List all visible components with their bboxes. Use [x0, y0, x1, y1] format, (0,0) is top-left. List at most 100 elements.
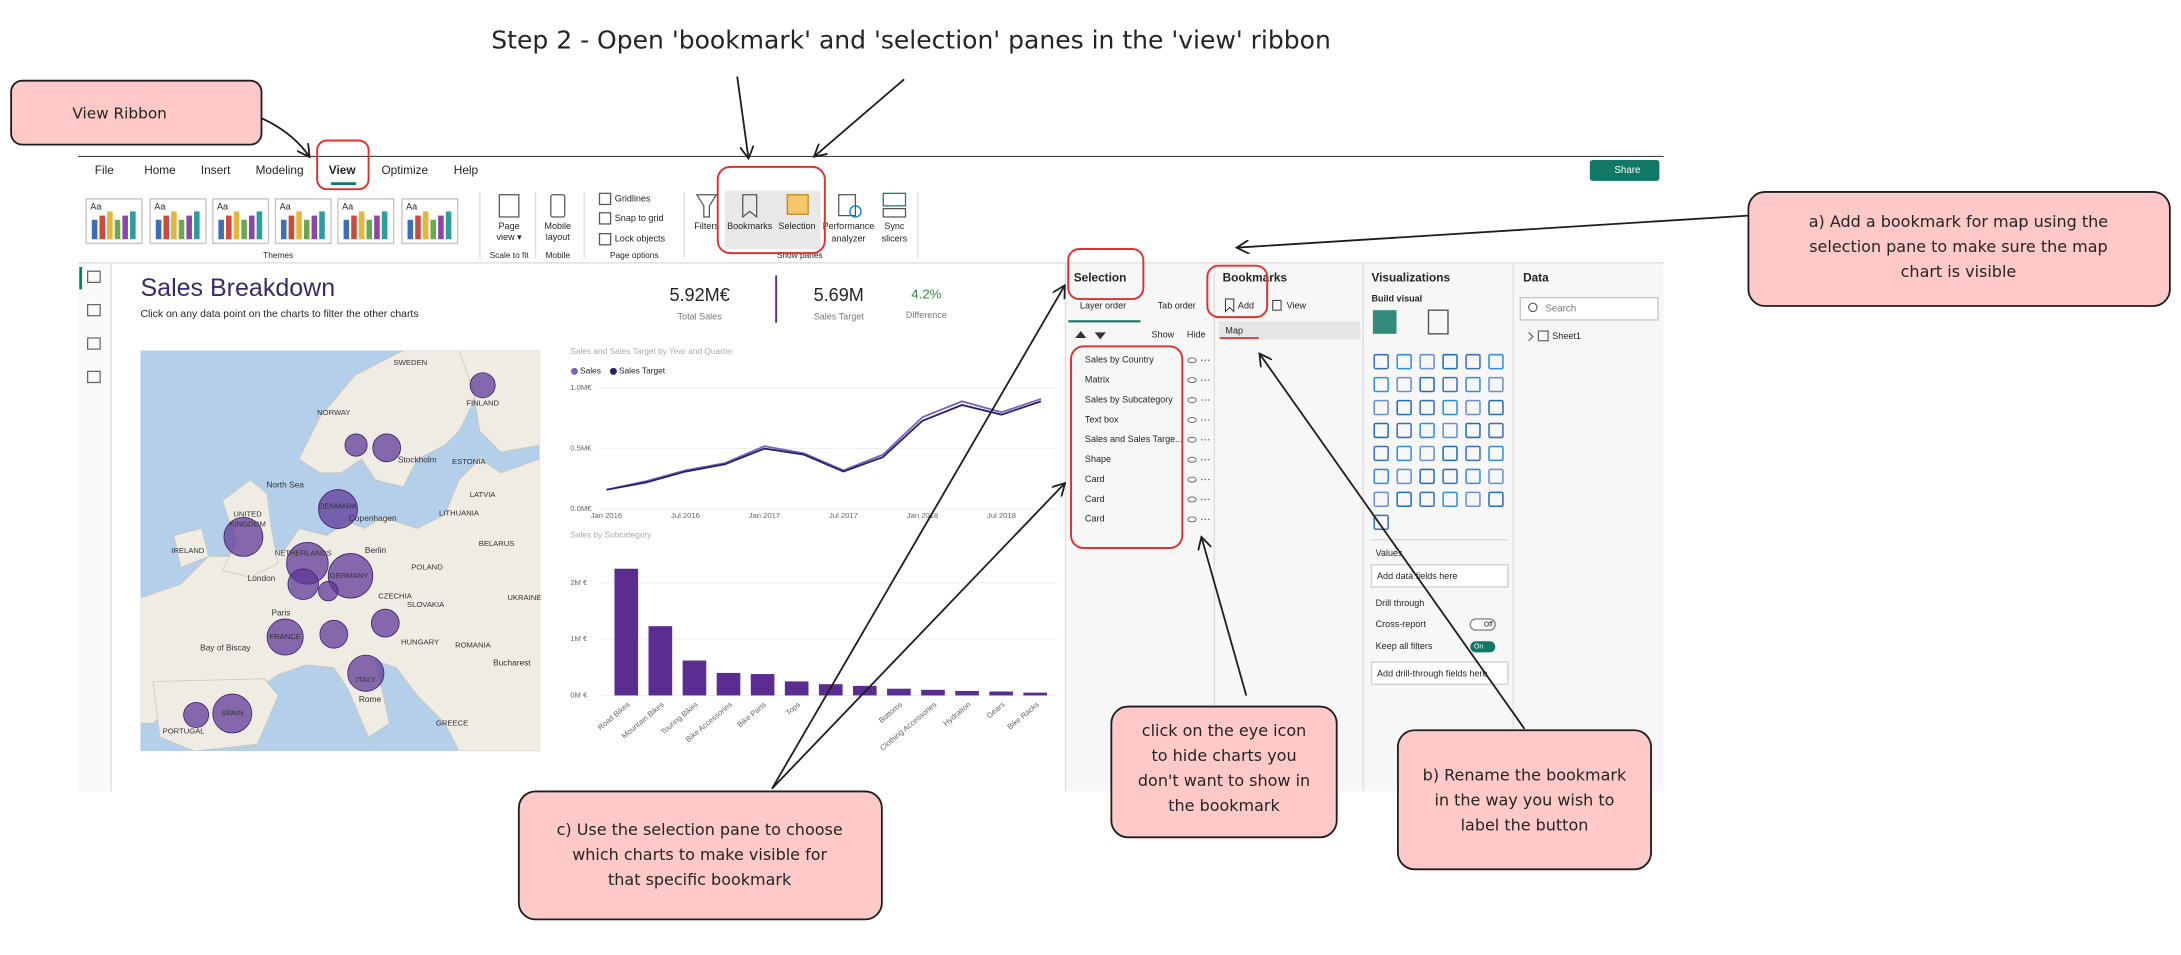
visual-icon[interactable] [1465, 353, 1481, 370]
button-label[interactable]: Filters [694, 221, 719, 231]
eye-icon[interactable] [1187, 516, 1197, 523]
ribbon-tab[interactable]: View [329, 163, 357, 177]
layer-item[interactable]: Sales by Country [1085, 355, 1154, 365]
visual-icon[interactable] [1442, 445, 1458, 462]
column-label[interactable]: Show [1152, 330, 1175, 340]
button-label[interactable]: Bookmarks [727, 221, 773, 231]
visual-icon[interactable] [1488, 399, 1504, 416]
ribbon-tab[interactable]: File [95, 163, 114, 177]
share-label[interactable]: Share [1614, 165, 1640, 176]
visual-icon[interactable] [1465, 399, 1481, 416]
column-label[interactable]: Hide [1187, 330, 1206, 340]
pane-tab[interactable]: Layer order [1080, 300, 1126, 310]
layer-item[interactable]: Shape [1085, 454, 1111, 464]
visual-icon[interactable] [1442, 353, 1458, 370]
button-label[interactable]: Sync [884, 221, 905, 231]
toggle-on[interactable] [1470, 641, 1496, 653]
ribbon-tab[interactable]: Insert [201, 163, 231, 177]
visual-icon[interactable] [1442, 376, 1458, 393]
ribbon-tab[interactable]: Home [144, 163, 176, 177]
visual-icon[interactable] [1465, 468, 1481, 485]
expand-icon[interactable] [1528, 332, 1534, 342]
ribbon-tab[interactable]: Modeling [256, 163, 304, 177]
visual-icon[interactable] [1465, 445, 1481, 462]
eye-icon[interactable] [1187, 397, 1197, 403]
layer-item[interactable]: Sales by Subcategory [1085, 394, 1173, 404]
visual-icon[interactable] [1442, 491, 1458, 508]
format-icon[interactable] [1427, 309, 1449, 335]
layer-item[interactable]: Text box [1085, 414, 1119, 424]
visual-icon[interactable] [1373, 353, 1389, 370]
visual-icon[interactable] [1419, 353, 1435, 370]
visual-icon[interactable] [1442, 422, 1458, 439]
visual-icon[interactable] [1396, 422, 1412, 439]
layer-item[interactable]: Card [1085, 494, 1105, 504]
button-label[interactable]: layout [546, 232, 571, 242]
visual-icon[interactable] [1396, 353, 1412, 370]
button-label[interactable]: Page [499, 221, 520, 231]
visual-icon[interactable] [1396, 445, 1412, 462]
field-well[interactable] [1370, 564, 1509, 588]
share-button[interactable] [1589, 159, 1660, 181]
eye-icon[interactable] [1187, 456, 1197, 463]
visual-icon[interactable] [1373, 422, 1389, 439]
checkbox-label[interactable]: Snap to grid [615, 213, 664, 223]
visual-icon[interactable] [1488, 445, 1504, 462]
layer-item[interactable]: Card [1085, 474, 1105, 484]
visual-icon[interactable] [1488, 422, 1504, 439]
button-label[interactable]: Add [1238, 300, 1254, 310]
search-box[interactable] [1519, 296, 1659, 321]
toggle-off[interactable] [1469, 618, 1496, 631]
layer-item[interactable]: Sales and Sales Targe... [1085, 434, 1183, 444]
visual-icon[interactable] [1373, 399, 1389, 416]
checkbox-label[interactable]: Gridlines [615, 193, 651, 203]
layer-item[interactable]: Matrix [1085, 375, 1110, 385]
eye-icon[interactable] [1187, 476, 1197, 483]
visual-icon[interactable] [1373, 468, 1389, 485]
visual-icon[interactable] [1373, 514, 1389, 531]
button-label[interactable]: analyzer [831, 234, 865, 244]
visual-icon[interactable] [1419, 468, 1435, 485]
layer-item[interactable]: Card [1085, 514, 1105, 524]
bookmark-row[interactable] [1218, 321, 1361, 340]
visual-icon[interactable] [1396, 376, 1412, 393]
visual-icon[interactable] [1488, 353, 1504, 370]
eye-icon[interactable] [1187, 416, 1197, 423]
bookmark-item[interactable]: Map [1225, 325, 1243, 335]
visual-icon[interactable] [1465, 376, 1481, 393]
visual-icon[interactable] [1396, 399, 1412, 416]
button-label[interactable]: view ▾ [497, 232, 523, 242]
visual-icon[interactable] [1488, 376, 1504, 393]
ribbon-tab[interactable]: Help [454, 163, 479, 177]
visual-icon[interactable] [1419, 376, 1435, 393]
button-label[interactable]: Mobile [544, 221, 571, 231]
field-well[interactable] [1370, 661, 1509, 686]
visual-icon[interactable] [1373, 491, 1389, 508]
eye-icon[interactable] [1187, 496, 1197, 503]
button-label[interactable]: Selection [778, 221, 815, 231]
visual-icon[interactable] [1373, 376, 1389, 393]
visual-icon[interactable] [1396, 468, 1412, 485]
button-label[interactable]: Performance [823, 221, 875, 231]
button-label[interactable]: View [1287, 300, 1307, 310]
visual-icon[interactable] [1396, 491, 1412, 508]
button-label[interactable]: slicers [882, 234, 908, 244]
visual-icon[interactable] [1488, 468, 1504, 485]
visual-icon[interactable] [1442, 399, 1458, 416]
pane-tab[interactable]: Tab order [1158, 300, 1196, 310]
build-visual-icon[interactable] [1372, 310, 1397, 334]
eye-icon[interactable] [1187, 377, 1197, 384]
visual-icon[interactable] [1419, 445, 1435, 462]
search-placeholder[interactable]: Search [1545, 303, 1576, 314]
bookmarks-button-bg[interactable] [724, 190, 775, 249]
visual-icon[interactable] [1488, 491, 1504, 508]
visual-icon[interactable] [1465, 422, 1481, 439]
ribbon-tab[interactable]: Optimize [381, 163, 428, 177]
visual-icon[interactable] [1465, 491, 1481, 508]
checkbox-label[interactable]: Lock objects [615, 234, 666, 244]
visual-icon[interactable] [1419, 399, 1435, 416]
eye-icon[interactable] [1187, 436, 1197, 443]
visual-icon[interactable] [1419, 422, 1435, 439]
eye-icon[interactable] [1187, 357, 1197, 364]
visual-icon[interactable] [1373, 445, 1389, 462]
